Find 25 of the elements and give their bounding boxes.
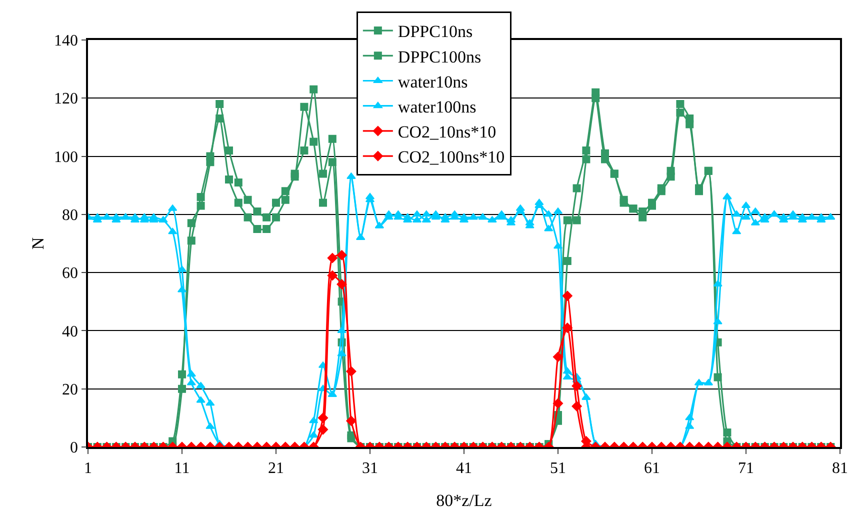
- legend-label: CO2_100ns*10: [398, 148, 505, 167]
- x-axis-title: 80*z/Lz: [436, 491, 492, 510]
- x-tick-label: 41: [456, 460, 472, 477]
- x-tick-label: 31: [362, 460, 378, 477]
- y-tick-label: 60: [62, 265, 78, 282]
- x-tick-label: 51: [550, 460, 566, 477]
- x-tick-label: 81: [832, 460, 848, 477]
- legend-label: CO2_10ns*10: [398, 122, 496, 142]
- y-axis-title: N: [28, 237, 48, 250]
- y-tick-label: 20: [62, 381, 78, 398]
- y-tick-label: 0: [70, 440, 78, 457]
- y-tick-label: 140: [54, 32, 78, 50]
- y-tick-label: 80: [62, 207, 78, 224]
- legend-label: DPPC100ns: [398, 47, 482, 66]
- legend-label: DPPC10ns: [398, 22, 473, 42]
- x-tick-label: 71: [738, 460, 754, 477]
- x-tick-label: 11: [174, 460, 190, 477]
- y-tick-label: 100: [54, 148, 78, 166]
- legend-label: water100ns: [398, 97, 476, 116]
- x-tick-label: 61: [644, 460, 660, 477]
- y-tick-label: 40: [62, 323, 78, 340]
- x-tick-label: 1: [84, 460, 92, 477]
- x-tick-label: 21: [268, 460, 284, 477]
- legend-label: water10ns: [398, 72, 468, 92]
- y-tick-label: 120: [54, 90, 78, 108]
